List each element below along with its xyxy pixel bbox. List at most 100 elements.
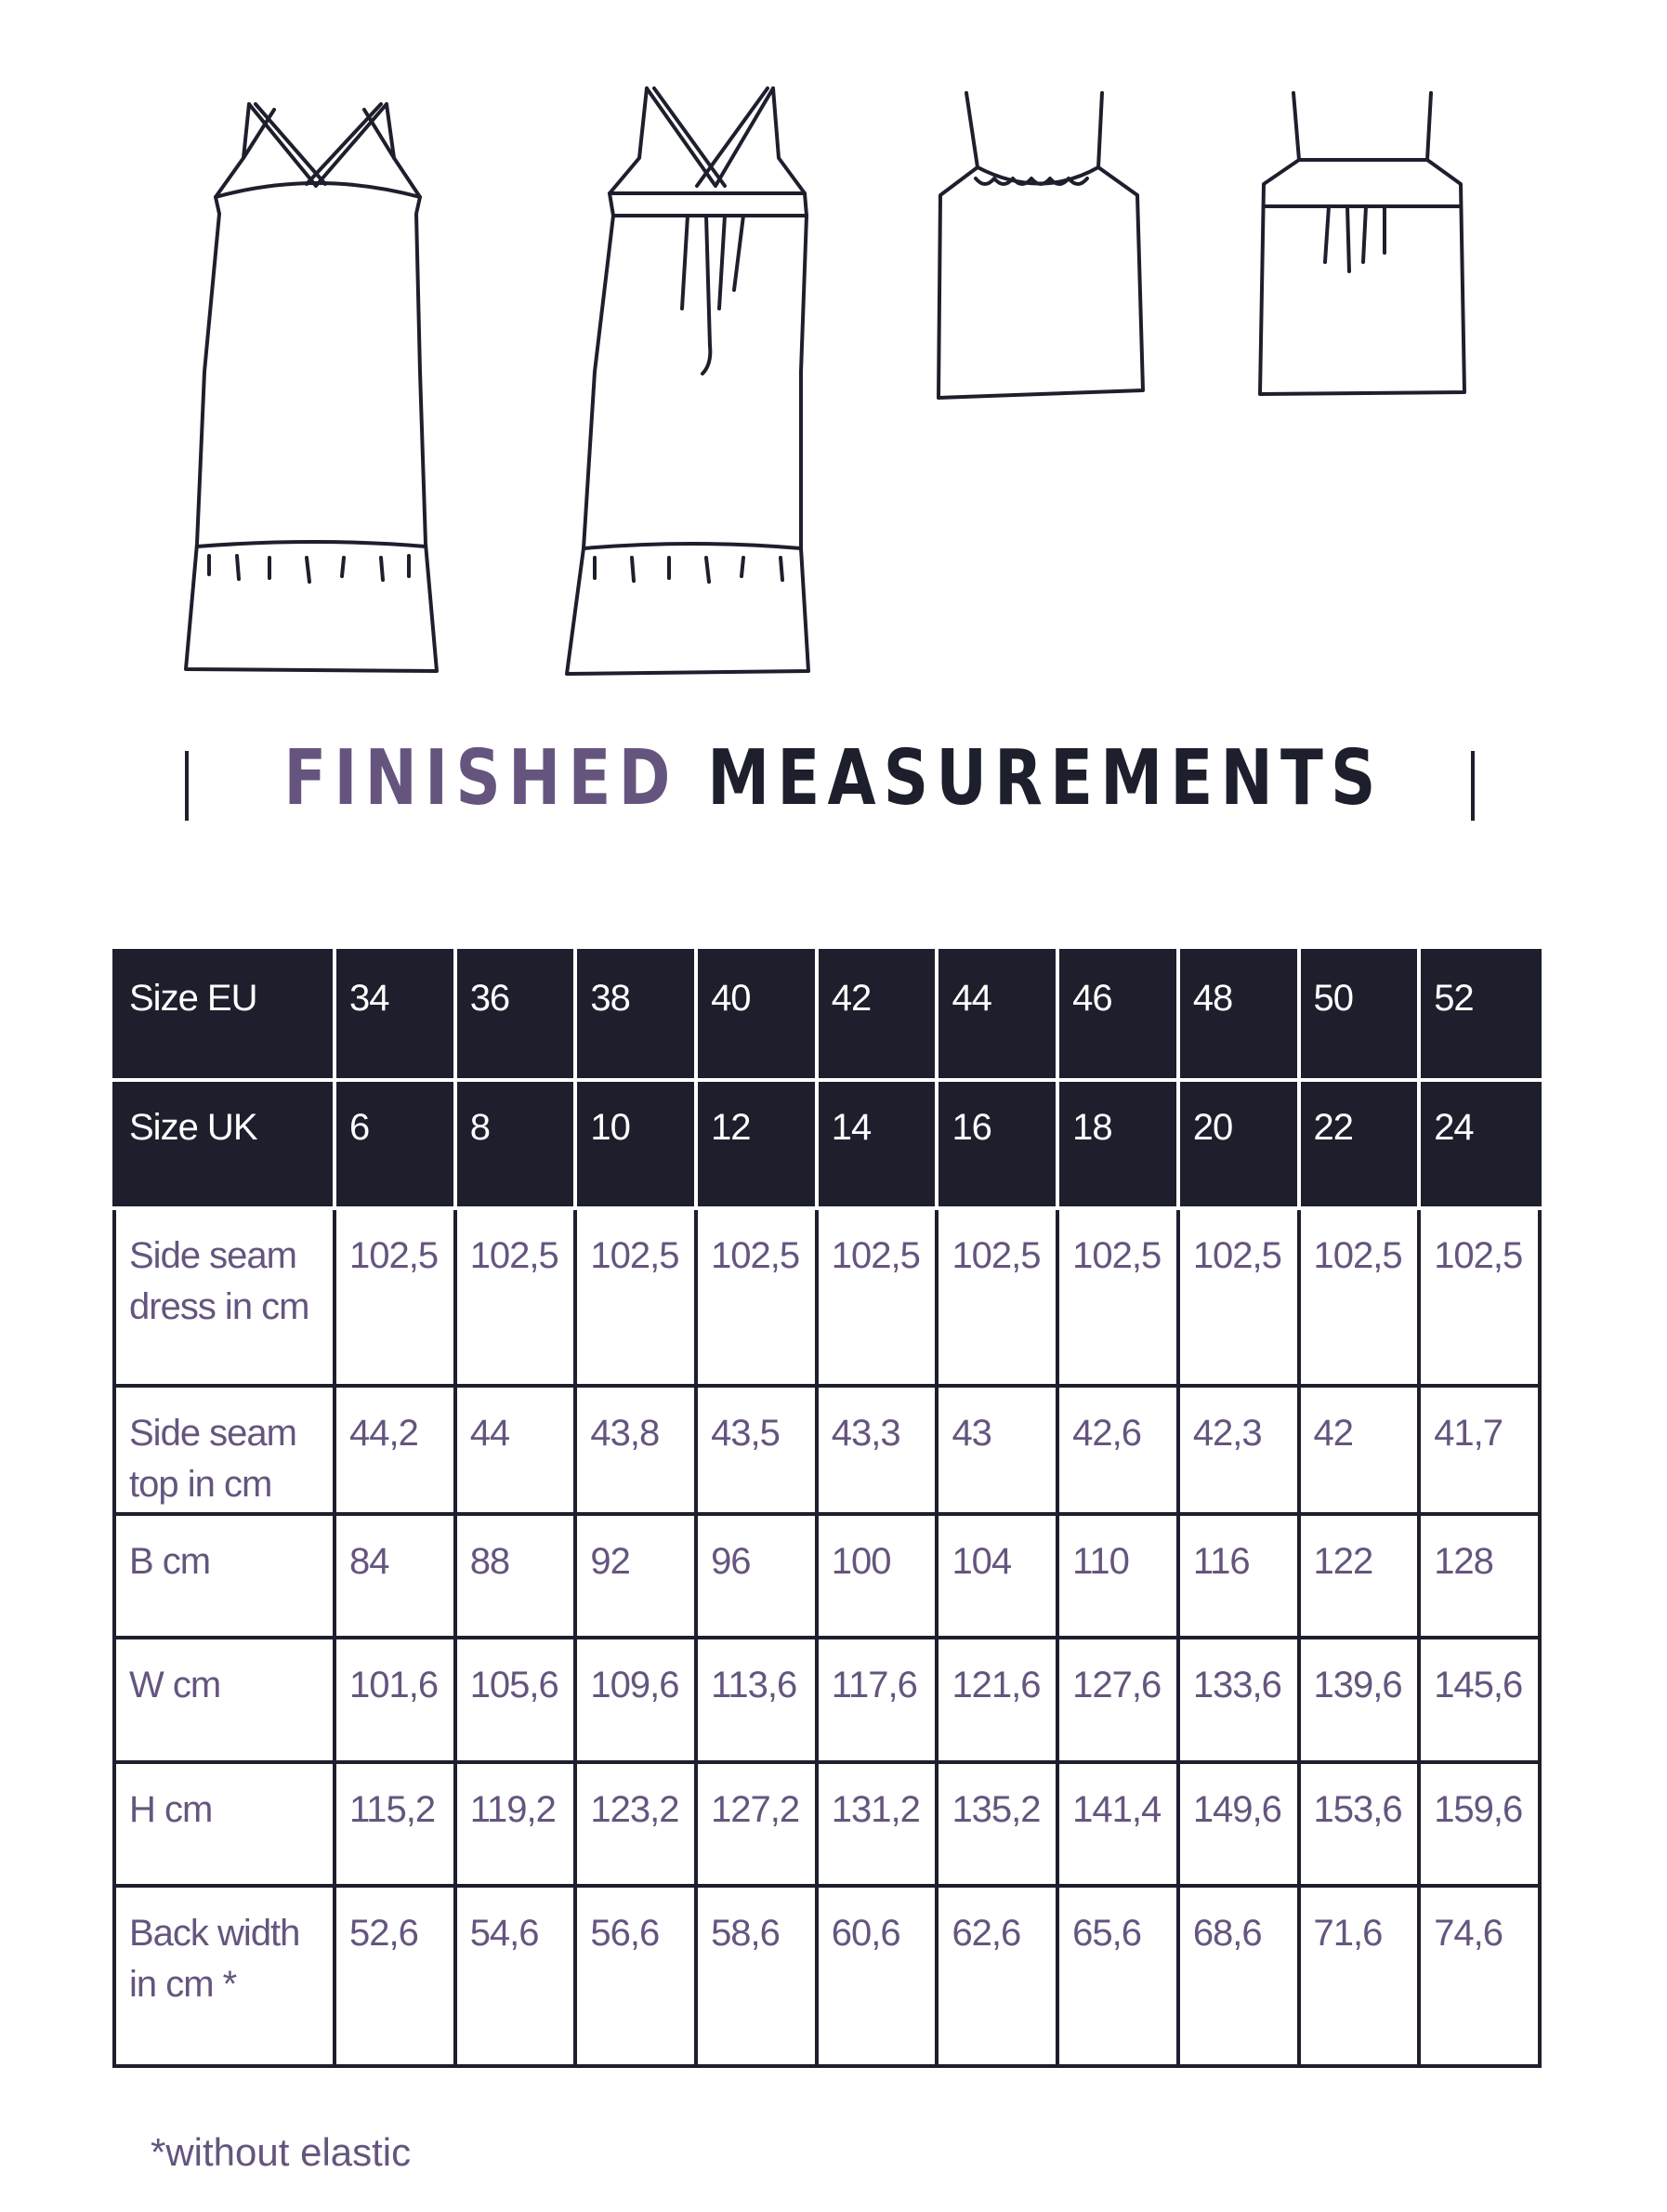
title-divider-right: [1471, 751, 1475, 821]
title-accent: FINISHED: [283, 734, 678, 823]
table-cell: 88: [453, 1512, 578, 1639]
table-cell: 65,6: [1056, 1884, 1180, 2068]
table-cell: 153,6: [1296, 1760, 1422, 1888]
row-label: Back width in cm *: [112, 1884, 336, 2068]
table-cell: 84: [333, 1512, 457, 1639]
table-cell: 139,6: [1296, 1636, 1422, 1764]
table-row: Side seam dress in cm 102,5 102,5 102,5 102,…: [112, 1206, 1542, 1388]
table-cell: 115,2: [333, 1760, 457, 1888]
table-cell: 42: [814, 949, 939, 1082]
table-cell: 116: [1175, 1512, 1301, 1639]
table-cell: 36: [453, 949, 578, 1082]
table-cell: 43,3: [814, 1384, 939, 1516]
table-cell: 127,6: [1056, 1636, 1180, 1764]
measurements-table: Size EU 34 36 38 40 42 44 46 48 50 52 Size UK 6 8 10 12…: [112, 949, 1542, 2068]
table-cell: 102,5: [1296, 1206, 1422, 1388]
table-cell: 122: [1296, 1512, 1422, 1639]
table-cell: 54,6: [453, 1884, 578, 2068]
table-cell: 22: [1296, 1078, 1422, 1210]
table-cell: 20: [1175, 1078, 1301, 1210]
table-cell: 105,6: [453, 1636, 578, 1764]
table-cell: 43: [935, 1384, 1060, 1516]
table-cell: 12: [694, 1078, 819, 1210]
table-cell: 159,6: [1417, 1760, 1542, 1888]
table-cell: 145,6: [1417, 1636, 1542, 1764]
table-cell: 58,6: [694, 1884, 819, 2068]
table-cell: 43,8: [573, 1384, 699, 1516]
table-cell: 34: [333, 949, 457, 1082]
table-cell: 38: [573, 949, 699, 1082]
table-cell: 135,2: [935, 1760, 1060, 1888]
table-cell: 24: [1417, 1078, 1542, 1210]
table-row: B cm 84 88 92 96 100 104 110 116 122 128: [112, 1512, 1542, 1639]
table-cell: 101,6: [333, 1636, 457, 1764]
table-cell: 92: [573, 1512, 699, 1639]
table-cell: 48: [1175, 949, 1301, 1082]
table-cell: 40: [694, 949, 819, 1082]
table-cell: 44: [935, 949, 1060, 1082]
row-label: W cm: [112, 1636, 336, 1764]
table-cell: 102,5: [453, 1206, 578, 1388]
row-label: Side seam top in cm: [112, 1384, 336, 1516]
table-cell: 52: [1417, 949, 1542, 1082]
table-cell: 102,5: [333, 1206, 457, 1388]
table-cell: 102,5: [814, 1206, 939, 1388]
table-cell: 128: [1417, 1512, 1542, 1639]
table-cell: 100: [814, 1512, 939, 1639]
table-cell: 102,5: [1175, 1206, 1301, 1388]
table-cell: 56,6: [573, 1884, 699, 2068]
header-row: Size UK 6 8 10 12 14 16 18 20 22 24: [112, 1078, 1542, 1210]
table-cell: 113,6: [694, 1636, 819, 1764]
table-cell: 42,6: [1056, 1384, 1180, 1516]
table-cell: 44: [453, 1384, 578, 1516]
table-cell: 109,6: [573, 1636, 699, 1764]
table-cell: 43,5: [694, 1384, 819, 1516]
title-divider-left: [185, 751, 189, 821]
title-main: MEASUREMENTS: [707, 734, 1384, 823]
row-label: H cm: [112, 1760, 336, 1888]
garment-illustrations: [184, 86, 1466, 676]
footnote: *without elastic: [151, 2130, 412, 2174]
table-cell: 119,2: [453, 1760, 578, 1888]
table-row: W cm 101,6 105,6 109,6 113,6 117,6 121,6 127,6 1…: [112, 1636, 1542, 1764]
table-cell: 62,6: [935, 1884, 1060, 2068]
table-cell: 121,6: [935, 1636, 1060, 1764]
table-cell: 102,5: [694, 1206, 819, 1388]
table-cell: 127,2: [694, 1760, 819, 1888]
table-row: Back width in cm * 52,6 54,6 56,6 58,6 60,6 62…: [112, 1884, 1542, 2068]
dress-back-illustration: [565, 86, 810, 676]
table-cell: 102,5: [1417, 1206, 1542, 1388]
table-cell: 141,4: [1056, 1760, 1180, 1888]
table-cell: 149,6: [1175, 1760, 1301, 1888]
row-label: Size EU: [112, 949, 336, 1082]
table-row: H cm 115,2 119,2 123,2 127,2 131,2 135,2 141,4 1…: [112, 1760, 1542, 1888]
table-cell: 52,6: [333, 1884, 457, 2068]
table-cell: 74,6: [1417, 1884, 1542, 2068]
table-cell: 71,6: [1296, 1884, 1422, 2068]
table-cell: 131,2: [814, 1760, 939, 1888]
table-cell: 46: [1056, 949, 1180, 1082]
header-row: Size EU 34 36 38 40 42 44 46 48 50 52: [112, 949, 1542, 1082]
table-cell: 102,5: [935, 1206, 1060, 1388]
table-cell: 44,2: [333, 1384, 457, 1516]
table-cell: 96: [694, 1512, 819, 1639]
table-cell: 68,6: [1175, 1884, 1301, 2068]
dress-front-illustration: [184, 102, 439, 673]
table-cell: 102,5: [573, 1206, 699, 1388]
table-row: Side seam top in cm 44,2 44 43,8 43,5 43,3 43 4…: [112, 1384, 1542, 1516]
table-cell: 60,6: [814, 1884, 939, 2068]
row-label: B cm: [112, 1512, 336, 1639]
table-cell: 42,3: [1175, 1384, 1301, 1516]
table-cell: 133,6: [1175, 1636, 1301, 1764]
page-title: FINISHED MEASUREMENTS: [150, 734, 1516, 823]
table-cell: 123,2: [573, 1760, 699, 1888]
table-cell: 10: [573, 1078, 699, 1210]
table-cell: 18: [1056, 1078, 1180, 1210]
table-cell: 14: [814, 1078, 939, 1210]
top-front-illustration: [937, 91, 1145, 400]
table-cell: 8: [453, 1078, 578, 1210]
row-label: Side seam dress in cm: [112, 1206, 336, 1388]
table-cell: 42: [1296, 1384, 1422, 1516]
table-cell: 102,5: [1056, 1206, 1180, 1388]
table-cell: 104: [935, 1512, 1060, 1639]
